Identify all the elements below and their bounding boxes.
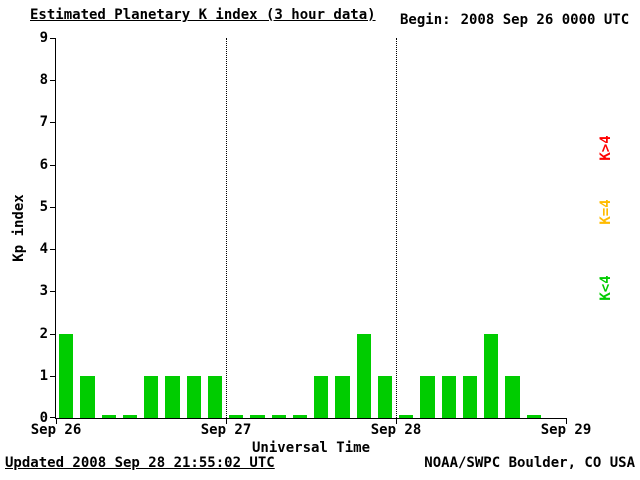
kp-bar [462,375,477,418]
y-tick-label: 0 [39,410,48,426]
kp-bar [399,415,414,418]
y-axis-tick [50,164,56,166]
x-tick-label: Sep 26 [30,422,82,438]
y-axis-title: Kp index [11,194,27,262]
legend-item: K>4 [598,135,614,161]
y-axis-tick [50,333,56,335]
kp-bar [165,375,180,418]
kp-bar [59,333,74,418]
x-tick-label: Sep 27 [200,422,252,438]
kp-bar [229,415,244,418]
kp-bar [122,415,137,418]
kp-bar [101,415,116,418]
day-boundary-line [226,38,227,418]
y-axis-tick [50,249,56,251]
begin-value: 2008 Sep 26 0000 UTC [460,12,630,28]
kp-bar [484,333,499,418]
y-tick-label: 1 [39,367,48,384]
kp-bar [144,375,159,418]
y-axis-tick [50,206,56,208]
kp-bar [441,375,456,418]
x-axis-tick [396,418,397,424]
legend-item: K=4 [598,199,614,225]
legend: K>4 K=4 K<4 [585,0,640,480]
x-axis-tick [226,418,227,424]
kp-bar [207,375,222,418]
plot-area: Kp index Universal Time 0 1 2 3 4 5 6 7 8 9 Sep 26… [11,30,591,456]
begin-timestamp: Begin: 2008 Sep 26 0000 UTC [400,12,629,28]
y-tick-label: 7 [39,114,48,131]
kp-bar [186,375,201,418]
kp-bar [80,375,95,418]
kp-bar [335,375,350,418]
source-credit: NOAA/SWPC Boulder, CO USA [424,455,635,471]
kp-bar [292,415,307,418]
kp-bar [356,333,371,418]
y-axis-tick [50,122,56,124]
y-tick-label: 8 [39,72,48,89]
y-tick-label: 4 [39,241,48,258]
kp-bar [420,375,435,418]
kp-bar [250,415,265,418]
y-tick-label: 9 [39,30,48,46]
x-axis-title: Universal Time [251,440,371,456]
y-axis-tick [50,38,56,39]
legend-item: K<4 [598,275,614,301]
kp-bar [271,415,286,418]
kp-bar [526,415,541,418]
x-axis-tick [566,418,567,424]
x-tick-label: Sep 29 [540,422,592,438]
chart-title: Estimated Planetary K index (3 hour data… [30,7,376,23]
y-tick-label: 6 [39,156,48,173]
x-tick-label: Sep 28 [370,422,422,438]
y-tick-label: 2 [39,325,48,342]
y-axis-tick [50,375,56,377]
x-axis-tick [56,418,57,424]
day-boundary-line [396,38,397,418]
y-axis-tick [50,291,56,293]
y-axis-tick [50,80,56,82]
kp-bar [314,375,329,418]
y-tick-label: 5 [39,198,48,215]
kp-bar [377,375,392,418]
y-axis-tick [50,417,56,418]
begin-label: Begin: [400,12,451,28]
updated-timestamp: Updated 2008 Sep 28 21:55:02 UTC [5,455,275,471]
kp-bar [505,375,520,418]
y-tick-label: 3 [39,283,48,300]
